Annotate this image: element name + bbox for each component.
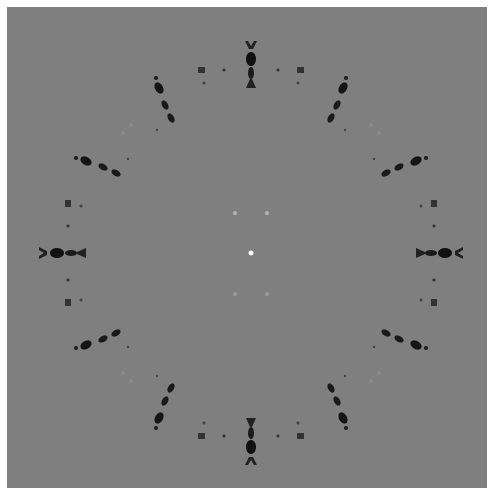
inner-spot xyxy=(265,211,269,215)
inner-spot xyxy=(233,211,237,215)
center-spot xyxy=(248,250,254,256)
inner-spot xyxy=(265,292,269,296)
background xyxy=(7,7,487,488)
inner-spot xyxy=(233,292,237,296)
diffraction-ring xyxy=(39,41,463,465)
